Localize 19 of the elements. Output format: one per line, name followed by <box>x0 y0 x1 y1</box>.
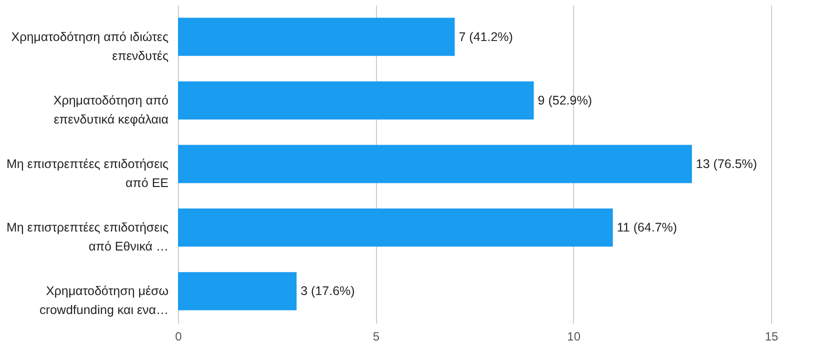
data-label: 11 (64.7%) <box>616 220 678 235</box>
data-label: 13 (76.5%) <box>696 157 758 171</box>
y-tick-label: Χρηματοδότηση από ιδιώτες επενδυτές <box>11 30 168 63</box>
x-tick-label: 5 <box>372 330 380 344</box>
y-tick-label: Χρηματοδότηση από επενδυτικά κεφάλαια <box>53 93 169 126</box>
y-tick-label: Μη επιστρεπτέες επιδοτήσεις από Εθνικά … <box>6 220 168 254</box>
x-tick-label: 15 <box>764 330 778 344</box>
y-tick-label: Μη επιστρεπτέες επιδοτήσεις από ΕΕ <box>6 157 168 190</box>
bar <box>178 81 534 120</box>
data-label: 3 (17.6%) <box>300 284 355 298</box>
data-label: 9 (52.9%) <box>538 93 592 108</box>
y-tick-label: Χρηματοδότηση μέσω crowdfunding και ενα… <box>40 284 169 318</box>
bar <box>178 18 455 56</box>
data-label: 7 (41.2%) <box>458 30 513 44</box>
bar <box>178 208 613 247</box>
x-tick-label: 0 <box>175 330 182 344</box>
bar <box>178 272 297 310</box>
x-tick-label: 10 <box>567 330 581 344</box>
bar <box>178 144 692 184</box>
